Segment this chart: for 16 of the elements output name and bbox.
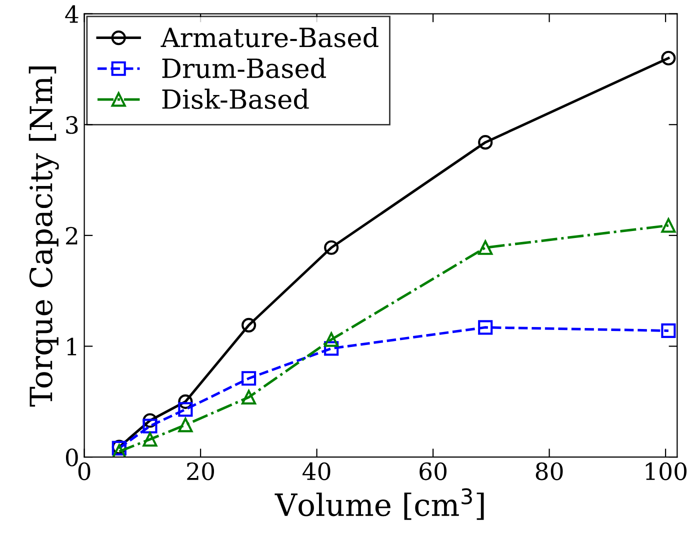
- x-tick-label: 40: [302, 462, 330, 480]
- y-tick-label: 4: [65, 5, 78, 23]
- x-tick-label: 60: [420, 462, 447, 480]
- y-tick-label: 0: [66, 448, 78, 466]
- x-axis-title: Volume [cm$^{3}$]: [274, 488, 484, 520]
- legend-label: Disk-Based: [162, 88, 309, 110]
- y-axis-title: Torque Capacity [Nm]: [28, 66, 59, 407]
- y-tick-label: 2: [66, 226, 78, 244]
- x-tick-label: 80: [536, 462, 563, 480]
- legend-label: Armature-Based: [160, 26, 378, 48]
- y-tick-label: 1: [67, 338, 76, 356]
- x-tick-label: 20: [187, 462, 214, 480]
- x-tick-label: 100: [646, 462, 687, 480]
- x-tick-label: 0: [78, 462, 90, 480]
- y-tick-label: 3: [66, 116, 78, 134]
- legend-label: Drum-Based: [162, 58, 326, 78]
